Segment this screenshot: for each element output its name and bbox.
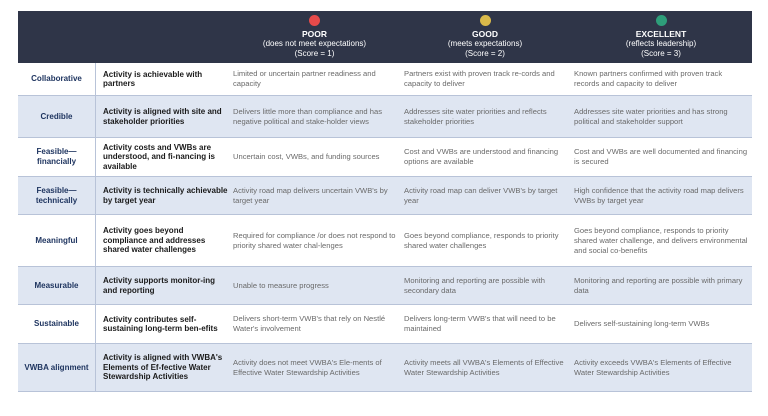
row-criterion: Activity contributes self-sustaining lon… <box>103 314 218 334</box>
good-cell: Addresses site water priorities and refl… <box>404 106 547 126</box>
poor-cell: Delivers little more than compliance and… <box>233 106 382 126</box>
row-name: Feasible—financially <box>18 138 96 176</box>
table-row: VWBA alignment Activity is aligned with … <box>18 344 752 392</box>
good-cell: Cost and VWBs are understood and financi… <box>404 147 559 166</box>
level-description: (reflects leadership) <box>625 39 697 48</box>
good-cell: Partners exist with proven track re-cord… <box>404 69 555 88</box>
poor-indicator-icon <box>309 15 320 26</box>
good-cell: Activity road map can deliver VWB's by t… <box>404 185 558 205</box>
level-description: (meets expectations) <box>447 39 523 48</box>
poor-cell: Unable to measure progress <box>233 280 329 290</box>
level-score: (Score = 1) <box>294 49 335 58</box>
table-row: Feasible—technically Activity is technic… <box>18 177 752 215</box>
poor-cell: Required for compliance /or does not res… <box>233 230 396 250</box>
poor-cell: Limited or uncertain partner readiness a… <box>233 69 376 88</box>
row-name: Sustainable <box>18 305 96 343</box>
row-name: Collaborative <box>18 63 96 95</box>
level-name: EXCELLENT <box>635 29 687 39</box>
excellent-cell: Delivers self-sustaining long-term VWBs <box>574 319 710 328</box>
excellent-cell: Addresses site water priorities and has … <box>574 106 728 126</box>
header-good: GOOD (meets expectations) (Score = 2) <box>400 11 570 63</box>
level-description: (does not meet expectations) <box>262 39 367 48</box>
excellent-cell: Known partners confirmed with proven tra… <box>574 69 723 88</box>
header-poor: POOR (does not meet expectations) (Score… <box>229 11 400 63</box>
table-row: Measurable Activity supports monitor-ing… <box>18 267 752 305</box>
row-name: VWBA alignment <box>18 344 96 391</box>
poor-cell: Delivers short-term VWB's that rely on N… <box>233 314 386 333</box>
table-row: Collaborative Activity is achievable wit… <box>18 63 752 96</box>
row-criterion: Activity supports monitor-ing and report… <box>103 276 215 295</box>
header-excellent: EXCELLENT (reflects leadership) (Score =… <box>570 11 752 63</box>
level-name: POOR <box>301 29 328 39</box>
excellent-cell: Monitoring and reporting are possible wi… <box>574 275 743 295</box>
poor-cell: Activity road map delivers uncertain VWB… <box>233 185 388 205</box>
row-name: Meaningful <box>18 215 96 266</box>
level-score: (Score = 2) <box>465 49 505 58</box>
excellent-cell: Cost and VWBs are well documented and fi… <box>574 147 748 166</box>
table-header: POOR (does not meet expectations) (Score… <box>18 11 752 63</box>
excellent-indicator-icon <box>655 15 667 26</box>
row-name: Feasible—technically <box>18 177 96 214</box>
table-row: Meaningful Activity goes beyond complian… <box>18 215 752 267</box>
row-criterion: Activity is aligned with VWBA's Elements… <box>103 353 223 382</box>
poor-cell: Activity does not meet VWBA's Ele-ments … <box>233 357 382 377</box>
row-name: Credible <box>18 96 96 137</box>
level-score: (Score = 3) <box>641 49 681 58</box>
excellent-cell: Activity exceeds VWBA's Elements of Effe… <box>574 357 732 377</box>
poor-cell: Uncertain cost, VWBs, and funding source… <box>233 152 380 161</box>
header-blank <box>18 11 229 63</box>
row-criterion: Activity is achievable with partners <box>103 69 203 89</box>
row-criterion: Activity goes beyond compliance and addr… <box>103 226 206 255</box>
excellent-cell: Goes beyond compliance, responds to prio… <box>574 225 748 255</box>
row-criterion: Activity is technically achievable by ta… <box>103 186 228 205</box>
excellent-cell: High confidence that the activity road m… <box>574 185 744 205</box>
level-name: GOOD <box>472 29 498 39</box>
table-row: Credible Activity is aligned with site a… <box>18 96 752 138</box>
table-row: Feasible—financially Activity costs and … <box>18 138 752 177</box>
good-cell: Activity meets all VWBA's Elements of Ef… <box>404 357 564 377</box>
row-name: Measurable <box>18 267 96 304</box>
table-row: Sustainable Activity contributes self-su… <box>18 305 752 344</box>
good-cell: Monitoring and reporting are possible wi… <box>404 275 545 295</box>
good-cell: Goes beyond compliance, responds to prio… <box>404 230 559 250</box>
good-cell: Delivers long-term VWB's that will need … <box>404 314 556 333</box>
row-criterion: Activity is aligned with site and stakeh… <box>103 107 222 126</box>
good-indicator-icon <box>479 15 491 26</box>
assessment-table: POOR (does not meet expectations) (Score… <box>18 11 752 392</box>
row-criterion: Activity costs and VWBs are understood, … <box>103 142 215 171</box>
